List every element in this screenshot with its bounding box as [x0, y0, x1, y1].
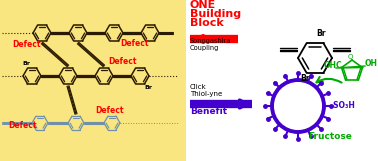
- Text: O: O: [347, 54, 353, 60]
- Text: Block: Block: [190, 18, 224, 28]
- Text: Br: Br: [144, 85, 152, 90]
- Text: Coupling: Coupling: [190, 45, 219, 51]
- Text: Br: Br: [316, 29, 326, 38]
- Text: Benefit: Benefit: [190, 107, 227, 116]
- Text: Defect: Defect: [12, 40, 40, 49]
- Text: Defect: Defect: [95, 106, 124, 115]
- Text: OH: OH: [365, 59, 378, 68]
- Text: Br: Br: [22, 61, 30, 66]
- Text: -SO₃H: -SO₃H: [331, 101, 356, 110]
- Text: Br: Br: [300, 74, 310, 83]
- Text: Thiol-yne: Thiol-yne: [190, 91, 222, 97]
- Text: Building: Building: [190, 9, 241, 19]
- Text: Click: Click: [190, 84, 207, 90]
- Text: Defect: Defect: [108, 57, 136, 66]
- Text: Fructose: Fructose: [308, 132, 352, 141]
- Text: OHC: OHC: [324, 61, 342, 70]
- Text: Sonogashira: Sonogashira: [190, 38, 231, 44]
- Text: Defect: Defect: [8, 121, 37, 130]
- Text: Defect: Defect: [120, 39, 149, 48]
- FancyBboxPatch shape: [0, 0, 186, 161]
- Text: ONE: ONE: [190, 0, 216, 10]
